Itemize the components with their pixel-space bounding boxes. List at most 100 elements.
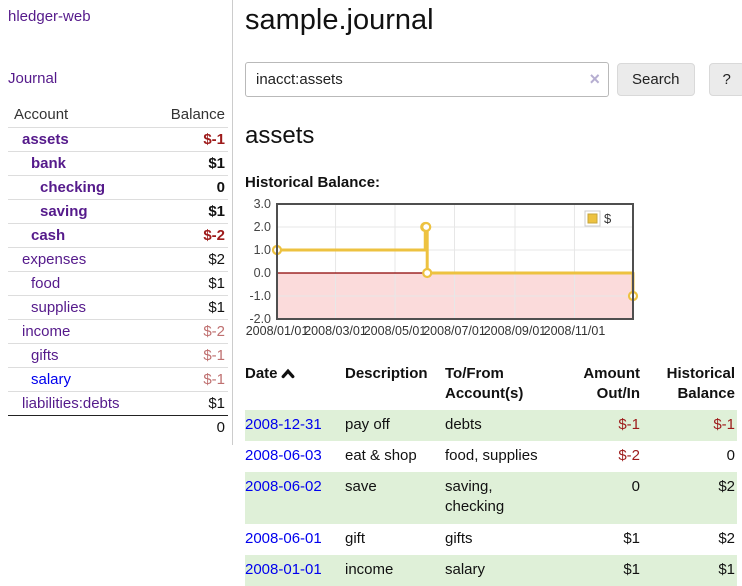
sidebar-item-journal[interactable]: Journal [8,70,57,87]
page-title: sample.journal [245,4,737,37]
transactions-table: Date Description To/From Account(s) Amou… [245,361,737,586]
account-row: liabilities:debts $1 [8,392,228,416]
account-balance: $1 [148,392,228,416]
column-header-description[interactable]: Description [345,361,445,410]
transaction-date-link[interactable]: 2008-12-31 [245,416,322,433]
account-balance: $1 [148,200,228,224]
account-balance: $-2 [148,320,228,344]
column-header-date[interactable]: Date [245,361,345,410]
transaction-balance: $-1 [642,410,737,441]
account-row: checking 0 [8,176,228,200]
accounts-total-value: 0 [148,416,228,440]
account-balance: $-1 [148,344,228,368]
transaction-date-link[interactable]: 2008-06-03 [245,447,322,464]
svg-text:1.0: 1.0 [254,243,271,257]
transaction-description: save [345,472,445,524]
accounts-table: Account Balance assets $-1 bank $1 checking 0… [8,103,228,439]
account-link[interactable]: saving [8,203,88,220]
account-link[interactable]: income [8,323,70,340]
transaction-date-link[interactable]: 2008-01-01 [245,561,322,578]
transaction-balance: 0 [642,441,737,472]
transaction-date-link[interactable]: 2008-06-02 [245,478,322,495]
column-header-accounts[interactable]: To/From Account(s) [445,361,557,410]
sidebar: hledger-web Journal Account Balance asse… [0,0,233,445]
clear-search-icon[interactable]: × [589,69,600,89]
sort-ascending-icon [281,368,295,379]
transactions-header-row: Date Description To/From Account(s) Amou… [245,361,737,410]
account-row: expenses $2 [8,248,228,272]
account-link[interactable]: supplies [8,299,86,316]
transaction-amount: $1 [557,524,642,555]
account-link[interactable]: liabilities:debts [8,395,120,412]
account-row: saving $1 [8,200,228,224]
transaction-amount: $1 [557,555,642,586]
account-balance: $1 [148,272,228,296]
svg-text:2008/11/01: 2008/11/01 [544,324,606,338]
account-row: income $-2 [8,320,228,344]
account-link[interactable]: gifts [8,347,59,364]
balance-column-header: Balance [148,103,228,128]
account-row: cash $-2 [8,224,228,248]
historical-balance-chart: $3.02.01.00.0-1.0-2.02008/01/012008/03/0… [245,199,742,341]
account-balance: $-1 [148,128,228,152]
transaction-accounts: gifts [445,524,557,555]
svg-text:3.0: 3.0 [254,199,271,211]
transaction-date-link[interactable]: 2008-06-01 [245,530,322,547]
account-balance: $2 [148,248,228,272]
transaction-accounts: salary [445,555,557,586]
account-row: supplies$1 [8,296,228,320]
svg-text:2008/09/01: 2008/09/01 [484,324,547,338]
account-link[interactable]: salary [8,371,71,388]
transaction-description: income [345,555,445,586]
account-link[interactable]: cash [8,227,65,244]
account-row: food $1 [8,272,228,296]
transaction-balance: $2 [642,472,737,524]
svg-text:2008/01/01: 2008/01/01 [246,324,309,338]
account-link[interactable]: checking [8,179,105,196]
search-help-button[interactable]: ? [709,63,742,96]
transaction-balance: $1 [642,555,737,586]
account-balance: $-2 [148,224,228,248]
transaction-amount: $-2 [557,441,642,472]
transaction-amount: $-1 [557,410,642,441]
chart-label: Historical Balance: [245,174,737,191]
search-form: × Search ? [245,62,737,97]
search-input[interactable] [245,62,609,97]
column-header-amount[interactable]: Amount Out/In [557,361,642,410]
svg-text:2008/07/01: 2008/07/01 [423,324,486,338]
svg-text:0.0: 0.0 [254,266,271,280]
transaction-accounts: debts [445,410,557,441]
svg-text:$: $ [604,211,612,226]
transaction-description: eat & shop [345,441,445,472]
app-brand-link[interactable]: hledger-web [8,8,91,25]
svg-text:2008/05/01: 2008/05/01 [364,324,427,338]
account-link[interactable]: food [8,275,60,292]
svg-text:-1.0: -1.0 [249,289,271,303]
svg-text:2.0: 2.0 [254,220,271,234]
column-header-balance[interactable]: Historical Balance [642,361,737,410]
search-button[interactable]: Search [617,63,695,96]
account-balance: 0 [148,176,228,200]
account-row: gifts $-1 [8,344,228,368]
main-content: sample.journal × Search ? assets Histori… [233,0,742,586]
account-balance: $1 [148,152,228,176]
accounts-total-row: 0 [8,416,228,440]
accounts-column-header: Account [8,103,148,128]
account-link[interactable]: bank [8,155,66,172]
account-link[interactable]: assets [8,131,69,148]
account-row: assets $-1 [8,128,228,152]
transaction-balance: $2 [642,524,737,555]
svg-text:2008/03/01: 2008/03/01 [304,324,367,338]
transaction-description: pay off [345,410,445,441]
account-title: assets [245,122,737,150]
transaction-amount: 0 [557,472,642,524]
account-link[interactable]: expenses [8,251,86,268]
